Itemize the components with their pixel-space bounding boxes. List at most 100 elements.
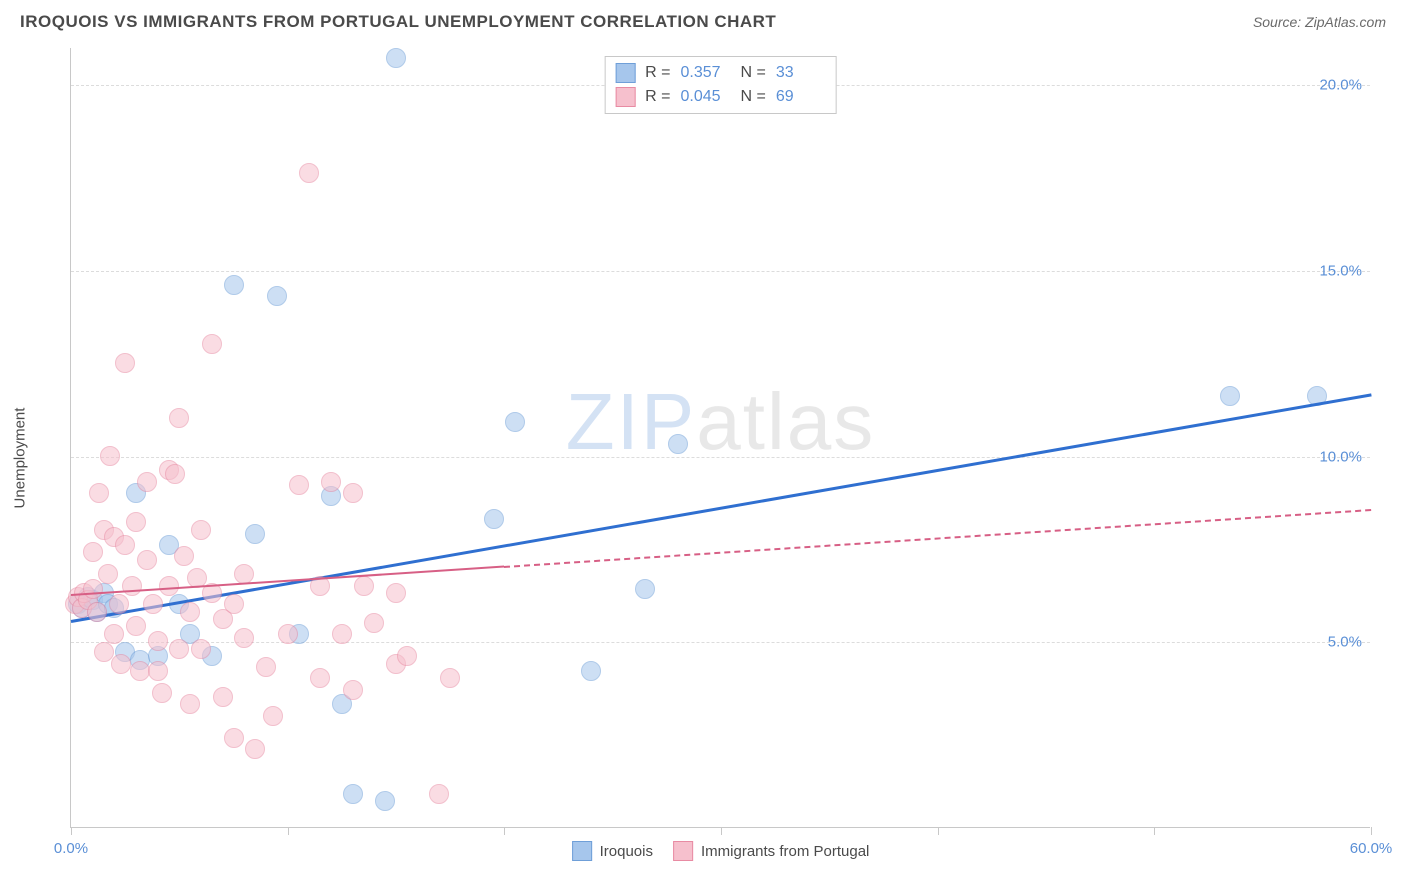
y-axis-label: Unemployment <box>12 408 29 509</box>
r-value: 0.045 <box>681 88 731 106</box>
scatter-point <box>87 602 107 622</box>
scatter-point <box>386 48 406 68</box>
scatter-point <box>386 583 406 603</box>
scatter-point <box>224 275 244 295</box>
watermark: ZIPatlas <box>566 376 875 468</box>
scatter-point <box>109 594 129 614</box>
x-tick <box>1154 827 1155 835</box>
n-value: 33 <box>776 64 826 82</box>
scatter-point <box>137 472 157 492</box>
y-tick-label: 5.0% <box>1328 634 1362 651</box>
stats-row: R =0.357N =33 <box>615 61 826 85</box>
scatter-point <box>289 475 309 495</box>
x-tick <box>71 827 72 835</box>
scatter-point <box>143 594 163 614</box>
r-value: 0.357 <box>681 64 731 82</box>
chart-container: Unemployment ZIPatlas 5.0%10.0%15.0%20.0… <box>50 48 1386 868</box>
scatter-point <box>256 657 276 677</box>
scatter-point <box>581 661 601 681</box>
scatter-point <box>440 668 460 688</box>
series-swatch <box>673 841 693 861</box>
scatter-point <box>111 654 131 674</box>
scatter-point <box>159 576 179 596</box>
r-label: R = <box>645 88 670 106</box>
scatter-point <box>148 631 168 651</box>
series-swatch <box>572 841 592 861</box>
scatter-point <box>137 550 157 570</box>
series-swatch <box>615 87 635 107</box>
scatter-point <box>104 624 124 644</box>
r-label: R = <box>645 64 670 82</box>
scatter-point <box>343 784 363 804</box>
x-tick <box>288 827 289 835</box>
scatter-point <box>321 472 341 492</box>
x-tick <box>504 827 505 835</box>
gridline <box>71 271 1370 272</box>
scatter-point <box>375 791 395 811</box>
y-tick-label: 15.0% <box>1319 262 1362 279</box>
x-tick-label: 0.0% <box>54 840 88 857</box>
scatter-point <box>397 646 417 666</box>
scatter-point <box>83 579 103 599</box>
scatter-point <box>354 576 374 596</box>
scatter-point <box>191 520 211 540</box>
scatter-point <box>635 579 655 599</box>
scatter-point <box>122 576 142 596</box>
scatter-point <box>126 616 146 636</box>
scatter-point <box>224 594 244 614</box>
y-tick-label: 10.0% <box>1319 448 1362 465</box>
scatter-point <box>343 680 363 700</box>
scatter-point <box>174 546 194 566</box>
scatter-point <box>83 542 103 562</box>
scatter-point <box>234 628 254 648</box>
source-attribution: Source: ZipAtlas.com <box>1253 14 1386 30</box>
scatter-point <box>310 668 330 688</box>
scatter-point <box>364 613 384 633</box>
scatter-point <box>169 408 189 428</box>
scatter-point <box>213 687 233 707</box>
gridline <box>71 457 1370 458</box>
stats-row: R = 0.045 N = 69 <box>615 85 826 109</box>
scatter-point <box>115 353 135 373</box>
scatter-point <box>89 483 109 503</box>
legend-item: Immigrants from Portugal <box>673 841 869 861</box>
scatter-point <box>668 434 688 454</box>
scatter-point <box>245 739 265 759</box>
scatter-point <box>1220 386 1240 406</box>
regression-line <box>71 393 1372 623</box>
scatter-point <box>115 535 135 555</box>
regression-line <box>504 509 1371 568</box>
x-tick <box>938 827 939 835</box>
scatter-point <box>505 412 525 432</box>
scatter-point <box>245 524 265 544</box>
n-label: N = <box>741 88 766 106</box>
legend-item: Iroquois <box>572 841 653 861</box>
chart-title: IROQUOIS VS IMMIGRANTS FROM PORTUGAL UNE… <box>20 12 776 32</box>
x-tick <box>721 827 722 835</box>
scatter-point <box>98 564 118 584</box>
scatter-point <box>224 728 244 748</box>
scatter-point <box>429 784 449 804</box>
n-value: 69 <box>776 88 826 106</box>
stats-legend-box: R = 0.357 N = 33 R = 0.045 N = 69 <box>604 56 837 114</box>
legend-label: Immigrants from Portugal <box>701 843 869 860</box>
series-swatch <box>615 63 635 83</box>
scatter-point <box>148 661 168 681</box>
plot-area: ZIPatlas 5.0%10.0%15.0%20.0%0.0%60.0%R =… <box>70 48 1370 828</box>
scatter-point <box>263 706 283 726</box>
chart-header: IROQUOIS VS IMMIGRANTS FROM PORTUGAL UNE… <box>0 0 1406 32</box>
scatter-point <box>169 639 189 659</box>
scatter-point <box>332 624 352 644</box>
scatter-point <box>202 334 222 354</box>
bottom-legend: Iroquois Immigrants from Portugal <box>572 841 870 861</box>
scatter-point <box>152 683 172 703</box>
scatter-point <box>180 694 200 714</box>
x-tick <box>1371 827 1372 835</box>
scatter-point <box>180 602 200 622</box>
y-tick-label: 20.0% <box>1319 77 1362 94</box>
scatter-point <box>126 512 146 532</box>
legend-label: Iroquois <box>600 843 653 860</box>
scatter-point <box>191 639 211 659</box>
scatter-point <box>267 286 287 306</box>
scatter-point <box>165 464 185 484</box>
